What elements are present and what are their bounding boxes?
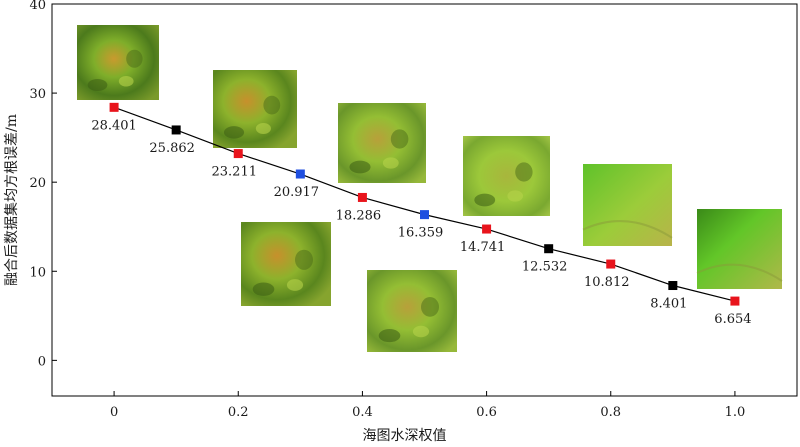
terrain-highlight [118,76,134,87]
data-label: 10.812 [584,275,630,290]
data-label: 28.401 [91,118,137,133]
thumbnail-fill [338,103,426,183]
thumbnail-fill [463,136,550,216]
terrain-thumbnail-0.3 [241,222,331,306]
data-point [233,149,243,159]
y-tick-label: 20 [29,176,46,191]
terrain-thumbnail-1.0 [696,209,783,289]
data-point [295,169,305,179]
terrain-ridge [696,263,783,282]
terrain-shadow [295,249,313,270]
terrain-thumbnail-0 [77,25,159,100]
terrain-shadow [515,162,533,182]
data-label: 18.286 [336,208,382,223]
terrain-highlight [507,190,524,202]
data-point [606,259,616,269]
y-tick-label: 40 [29,0,46,13]
data-label: 16.359 [398,226,444,241]
terrain-shadow [263,95,281,115]
data-point [482,224,492,234]
thumbnail-fill [697,209,782,289]
terrain-shadow [421,297,439,317]
terrain-highlight [255,123,271,134]
thumbnail-fill [583,164,672,246]
x-tick-label: 0.8 [600,405,621,420]
terrain-highlight [412,325,430,338]
terrain-shadow [126,49,143,68]
data-point [171,125,181,135]
axis-titles: 海图水深权值 融合后数据集均方根误差/m [3,114,447,444]
data-label: 6.654 [714,312,751,327]
thumbnail-fill [213,70,297,148]
data-point [730,296,740,306]
plot-series: 28.401 25.862 23.211 20.917 18.286 16.359 14.7… [91,102,752,327]
terrain-shadow [474,193,496,207]
x-tick-label: 1.0 [725,405,746,420]
terrain-shadow [223,126,245,139]
terrain-thumbnail-0.6 [463,136,550,216]
terrain-thumbnail-0.8 [582,164,673,246]
x-tick-label: 0.4 [352,405,373,420]
terrain-shadow [390,129,409,149]
terrain-highlight [286,279,304,291]
terrain-thumbnail-0.4 [338,103,426,183]
data-point [109,102,119,112]
data-label: 8.401 [650,297,687,312]
thumbnail-fill [241,222,331,306]
y-tick-label: 10 [29,265,46,280]
data-label: 20.917 [274,185,320,200]
thumbnail-fill [77,25,159,100]
x-tick-label: 0 [110,405,118,420]
data-point [668,281,678,291]
data-label: 23.211 [212,165,258,180]
axes: 0 10 20 30 40 0 0.2 0.4 0.6 0.8 1.0 [29,0,798,420]
terrain-shadow [87,79,108,91]
data-point [420,210,429,220]
data-label: 14.741 [460,240,506,255]
y-axis-title: 融合后数据集均方根误差/m [3,114,20,286]
terrain-highlight [382,157,399,169]
data-point [544,244,554,254]
terrain-thumbnail-0.2 [213,70,297,148]
inset-images [77,25,783,352]
thumbnail-fill [367,270,457,352]
terrain-shadow [349,160,371,174]
terrain-shadow [252,282,275,296]
y-tick-label: 30 [29,87,46,102]
terrain-shadow [378,329,401,343]
x-tick-label: 0.2 [228,405,249,420]
data-point [357,192,367,202]
data-label: 25.862 [149,141,195,156]
x-tick-label: 0.6 [476,405,497,420]
plot-frame [51,3,798,397]
terrain-thumbnail-0.5 [367,270,457,352]
x-axis-title: 海图水深权值 [363,428,447,444]
data-label: 12.532 [522,260,568,275]
y-tick-label: 0 [38,354,46,369]
terrain-ridge [582,220,673,239]
